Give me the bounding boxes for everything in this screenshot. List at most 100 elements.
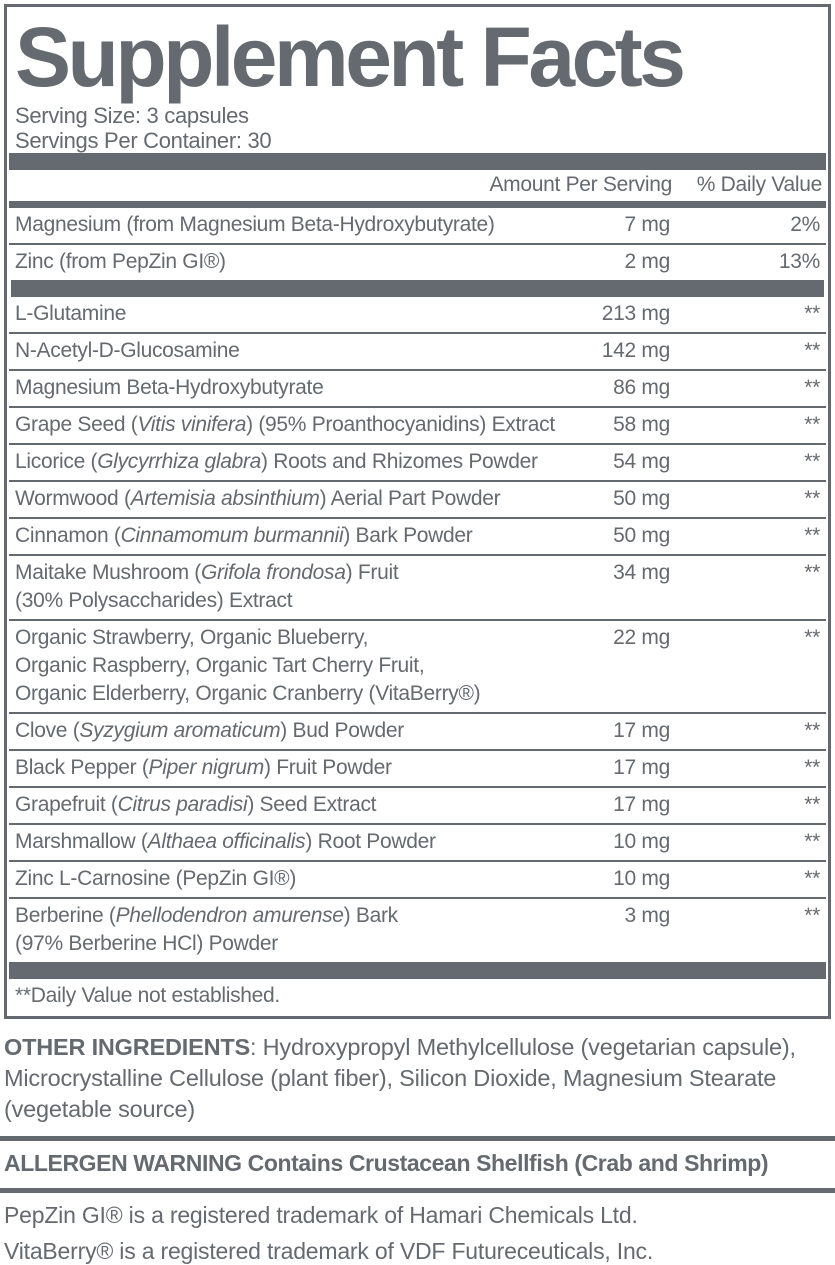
ingredient-daily-value: **: [804, 719, 820, 742]
name-text: Grape Seed (: [15, 413, 138, 436]
ingredient-name-line: Zinc (from PepZin GI®): [15, 248, 600, 276]
ingredient-name-line: Organic Strawberry, Organic Blueberry,: [15, 624, 600, 652]
ingredient-name-line: N-Acetyl-D-Glucosamine: [15, 337, 600, 365]
ingredient-row: Maitake Mushroom (Grifola frondosa) Frui…: [9, 556, 826, 619]
ingredient-name: Maitake Mushroom (Grifola frondosa) Frui…: [15, 559, 600, 615]
ingredient-row: N-Acetyl-D-Glucosamine 142 mg **: [9, 334, 826, 369]
ingredient-daily-value: **: [804, 339, 820, 362]
ingredient-name: Grapefruit (Citrus paradisi) Seed Extrac…: [15, 791, 600, 819]
ingredient-amount: 7 mg: [624, 213, 671, 236]
ingredient-daily-value: 13%: [778, 250, 820, 273]
latin-name: Citrus paradisi: [117, 793, 248, 816]
ingredient-row: Wormwood (Artemisia absinthium) Aerial P…: [9, 482, 826, 517]
latin-name: Syzygium aromaticum: [79, 719, 281, 742]
latin-name: Althaea officinalis: [147, 830, 306, 853]
table-header: Amount Per Serving % Daily Value: [7, 170, 828, 201]
row-divider: [9, 897, 826, 899]
daily-value-footnote: **Daily Value not established.: [15, 984, 280, 1007]
ingredient-amount: 10 mg: [613, 830, 670, 853]
ingredient-name: Zinc (from PepZin GI®): [15, 248, 600, 276]
allergen-warning: ALLERGEN WARNING Contains Crustacean She…: [4, 1149, 835, 1177]
name-text: Magnesium (from Magnesium Beta-Hydroxybu…: [15, 213, 495, 236]
name-text: ) Fruit: [345, 561, 399, 584]
row-divider: [9, 406, 826, 408]
ingredient-daily-value: **: [804, 524, 820, 547]
name-text: Licorice (: [15, 450, 98, 473]
other-ingredients-text: : Hydroxypropyl Methylcellulose (vegetar…: [4, 1034, 796, 1122]
name-text: Organic Strawberry, Organic Blueberry,: [15, 626, 369, 649]
row-divider: [9, 369, 826, 371]
ingredient-name-line: (97% Berberine HCl) Powder: [15, 930, 600, 958]
ingredient-amount: 10 mg: [613, 867, 670, 890]
divider-thick-bottom: [9, 962, 826, 979]
name-text: Organic Raspberry, Organic Tart Cherry F…: [15, 654, 425, 677]
row-divider: [9, 712, 826, 714]
row-divider: [9, 786, 826, 788]
ingredient-row: Zinc L-Carnosine (PepZin GI®) 10 mg **: [9, 862, 826, 897]
ingredient-name-line: Zinc L-Carnosine (PepZin GI®): [15, 865, 600, 893]
ingredient-daily-value: **: [804, 376, 820, 399]
row-divider: [9, 749, 826, 751]
ingredient-amount: 17 mg: [613, 756, 670, 779]
row-divider: [9, 443, 826, 445]
ingredient-name-line: Maitake Mushroom (Grifola frondosa) Frui…: [15, 559, 600, 587]
ingredient-daily-value: **: [804, 450, 820, 473]
ingredient-name-line: Marshmallow (Althaea officinalis) Root P…: [15, 828, 600, 856]
name-text: (97% Berberine HCl) Powder: [15, 932, 278, 955]
ingredient-name-line: Berberine (Phellodendron amurense) Bark: [15, 902, 600, 930]
ingredient-amount: 3 mg: [624, 904, 671, 927]
ingredient-name: Magnesium Beta-Hydroxybutyrate: [15, 374, 600, 402]
name-text: ) Seed Extract: [247, 793, 377, 816]
ingredient-amount: 22 mg: [613, 626, 670, 649]
ingredient-name: Black Pepper (Piper nigrum) Fruit Powder: [15, 754, 600, 782]
latin-name: Artemisia absinthium: [130, 487, 320, 510]
name-text: ) Bark Powder: [343, 524, 473, 547]
ingredient-name-line: Grape Seed (Vitis vinifera) (95% Proanth…: [15, 411, 600, 439]
name-text: ) Fruit Powder: [263, 756, 392, 779]
name-text: ) Root Powder: [305, 830, 436, 853]
ingredient-name-line: (30% Polysaccharides) Extract: [15, 587, 600, 615]
ingredient-name: Clove (Syzygium aromaticum) Bud Powder: [15, 717, 600, 745]
ingredient-name-line: Wormwood (Artemisia absinthium) Aerial P…: [15, 485, 600, 513]
ingredient-name-line: Black Pepper (Piper nigrum) Fruit Powder: [15, 754, 600, 782]
ingredient-name: Berberine (Phellodendron amurense) Bark(…: [15, 902, 600, 958]
ingredient-row: Berberine (Phellodendron amurense) Bark(…: [9, 899, 826, 962]
ingredient-daily-value: **: [804, 487, 820, 510]
ingredient-row: Licorice (Glycyrrhiza glabra) Roots and …: [9, 445, 826, 480]
ingredient-row: Grape Seed (Vitis vinifera) (95% Proanth…: [9, 408, 826, 443]
ingredient-row: Magnesium Beta-Hydroxybutyrate 86 mg **: [9, 371, 826, 406]
ingredient-name: Magnesium (from Magnesium Beta-Hydroxybu…: [15, 211, 600, 239]
ingredient-name-line: Clove (Syzygium aromaticum) Bud Powder: [15, 717, 600, 745]
name-text: ) (95% Proanthocyanidins) Extract: [246, 413, 555, 436]
row-divider: [9, 243, 826, 245]
name-text: Zinc (from PepZin GI®): [15, 250, 226, 273]
ingredient-daily-value: **: [804, 302, 820, 325]
column-header-daily-value: % Daily Value: [696, 173, 823, 196]
ingredient-amount: 17 mg: [613, 793, 670, 816]
section-divider-top: [0, 1136, 835, 1141]
allergen-warning-label: ALLERGEN WARNING: [4, 1150, 242, 1176]
trademark-line-vitaberry: VitaBerry® is a registered trademark of …: [4, 1238, 654, 1264]
ingredient-row: Cinnamon (Cinnamomum burmannii) Bark Pow…: [9, 519, 826, 554]
ingredient-name-line: Licorice (Glycyrrhiza glabra) Roots and …: [15, 448, 600, 476]
name-text: (30% Polysaccharides) Extract: [15, 589, 293, 612]
panel-title: Supplement Facts: [15, 10, 686, 104]
row-divider: [9, 480, 826, 482]
row-divider: [9, 332, 826, 334]
ingredient-amount: 213 mg: [601, 302, 671, 325]
ingredient-row: Marshmallow (Althaea officinalis) Root P…: [9, 825, 826, 860]
row-divider: [9, 517, 826, 519]
name-text: N-Acetyl-D-Glucosamine: [15, 339, 240, 362]
trademark-line-pepzin: PepZin GI® is a registered trademark of …: [4, 1202, 638, 1228]
ingredient-row: Black Pepper (Piper nigrum) Fruit Powder…: [9, 751, 826, 786]
name-text: Zinc L-Carnosine (PepZin GI®): [15, 867, 297, 890]
name-text: Berberine (: [15, 904, 116, 927]
name-text: Magnesium Beta-Hydroxybutyrate: [15, 376, 324, 399]
ingredient-amount: 50 mg: [613, 524, 670, 547]
ingredient-amount: 34 mg: [613, 561, 670, 584]
supplement-facts-panel: Supplement Facts Serving Size: 3 capsule…: [4, 4, 831, 1019]
row-divider: [9, 554, 826, 556]
ingredient-row: L-Glutamine 213 mg **: [9, 297, 826, 332]
column-header-amount: Amount Per Serving: [489, 173, 672, 196]
ingredient-daily-value: **: [804, 413, 820, 436]
